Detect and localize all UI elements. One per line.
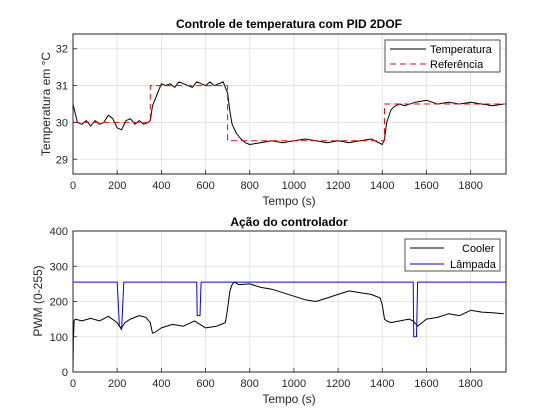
temperature-x-tick-label: 0 [70,180,76,192]
temperature-x-axis-label: Tempo (s) [262,194,315,208]
controller-legend: Cooler Lâmpada [404,238,501,272]
temperature-chart: Controle de temperatura com PID 2DOF 0 20… [39,17,507,208]
controller-y-axis-label: PWM (0-255) [31,265,45,336]
controller-x-tick-label: 1600 [414,378,438,390]
legend-label-lampada: Lâmpada [450,259,497,271]
temperature-x-ticks: 0 200 400 600 800 1000 1200 1400 1600 1800 [70,170,483,192]
controller-action-chart: Ação do controlador 0 200 400 600 800 1000 120… [31,215,507,406]
legend-label-cooler: Cooler [462,243,495,255]
temperature-legend-box [384,39,501,73]
controller-y-tick-label: 400 [50,226,68,238]
temperature-chart-title: Controle de temperatura com PID 2DOF [176,17,402,31]
temperature-x-tick-label: 200 [108,180,126,192]
temperature-plot-frame [72,33,507,175]
temperature-x-tick-label: 1000 [282,180,306,192]
controller-chart-title: Ação do controlador [230,215,348,229]
controller-x-axis-label: Tempo (s) [262,392,315,406]
temperature-y-tick-label: 32 [56,44,68,56]
temperature-y-tick-label: 30 [56,117,68,129]
series-line-cooler [72,281,504,373]
temperature-legend: Temperatura Referência [384,39,501,73]
legend-label-temperatura: Temperatura [430,44,493,56]
controller-x-tick-label: 1000 [282,378,306,390]
controller-y-tick-label: 200 [50,297,68,309]
controller-y-tick-label: 300 [50,261,68,273]
controller-x-tick-label: 1400 [370,378,394,390]
temperature-x-tick-label: 1600 [414,180,438,192]
temperature-x-tick-label: 800 [241,180,259,192]
temperature-y-axis-label: Temperatura em °C [39,52,53,157]
controller-x-tick-label: 1200 [326,378,350,390]
temperature-x-tick-label: 600 [196,180,214,192]
temperature-x-tick-label: 1400 [370,180,394,192]
controller-y-ticks: 0 100 200 300 400 [50,226,77,379]
controller-x-tick-label: 0 [70,378,76,390]
controller-series [72,281,506,373]
temperature-x-tick-label: 400 [152,180,170,192]
temperature-y-tick-label: 29 [56,154,68,166]
temperature-y-ticks: 29 30 31 32 [56,44,77,166]
controller-x-tick-label: 200 [108,378,126,390]
temperature-x-tick-label: 1200 [326,180,350,192]
series-line-temperatura [72,81,504,145]
controller-x-tick-label: 400 [152,378,170,390]
controller-y-tick-label: 100 [50,332,68,344]
controller-x-tick-label: 600 [196,378,214,390]
controller-x-tick-label: 1800 [458,378,482,390]
legend-label-referencia: Referência [430,59,484,71]
temperature-x-tick-label: 1800 [458,180,482,192]
series-line-lampada [73,281,506,338]
controller-x-tick-label: 800 [241,378,259,390]
controller-x-ticks: 0 200 400 600 800 1000 1200 1400 1600 1800 [70,368,483,390]
temperature-y-tick-label: 31 [56,81,68,93]
controller-y-tick-label: 0 [62,367,68,379]
temperature-series [72,81,506,145]
series-line-referencia [73,85,506,142]
controller-legend-box [404,238,501,272]
